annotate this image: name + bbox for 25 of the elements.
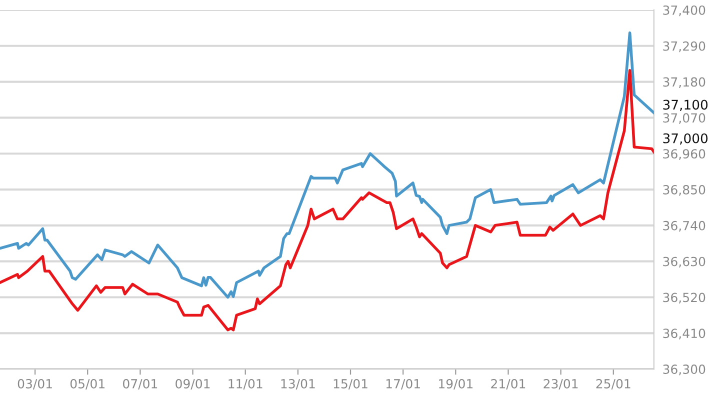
x-tick-label: 21/01 [491,379,526,390]
x-tick-label: 09/01 [176,379,210,390]
y-tick-label: 37,180 [663,77,706,88]
y-tick-label: 36,630 [663,256,706,268]
x-tick-label: 05/01 [70,379,104,390]
x-tick-label: 25/01 [596,379,630,390]
x-tick-label: 11/01 [228,379,262,390]
x-tick-label: 17/01 [386,379,420,390]
y-tick-label: 36,520 [663,292,706,304]
x-tick-label: 19/01 [439,379,473,390]
y-tick-label: 37,290 [663,41,706,52]
y-tick-label: 36,300 [663,364,706,376]
x-tick-label: 13/01 [281,379,315,390]
y-tick-label: 36,740 [663,220,706,232]
x-tick-label: 15/01 [334,379,368,390]
y-tick-label: 37,400 [663,5,706,16]
text: 37,000 [663,133,708,145]
x-tick-label: 07/01 [123,379,158,390]
y-tick-label: 37,070 [663,113,706,124]
text: 37,100 [663,100,708,112]
x-tick-label: 03/01 [18,379,52,390]
x-tick-label: 23/01 [544,379,578,390]
y-tick-label: 36,960 [663,149,706,160]
y-tick-label: 36,850 [663,184,706,196]
y-tick-label: 36,410 [663,328,706,340]
